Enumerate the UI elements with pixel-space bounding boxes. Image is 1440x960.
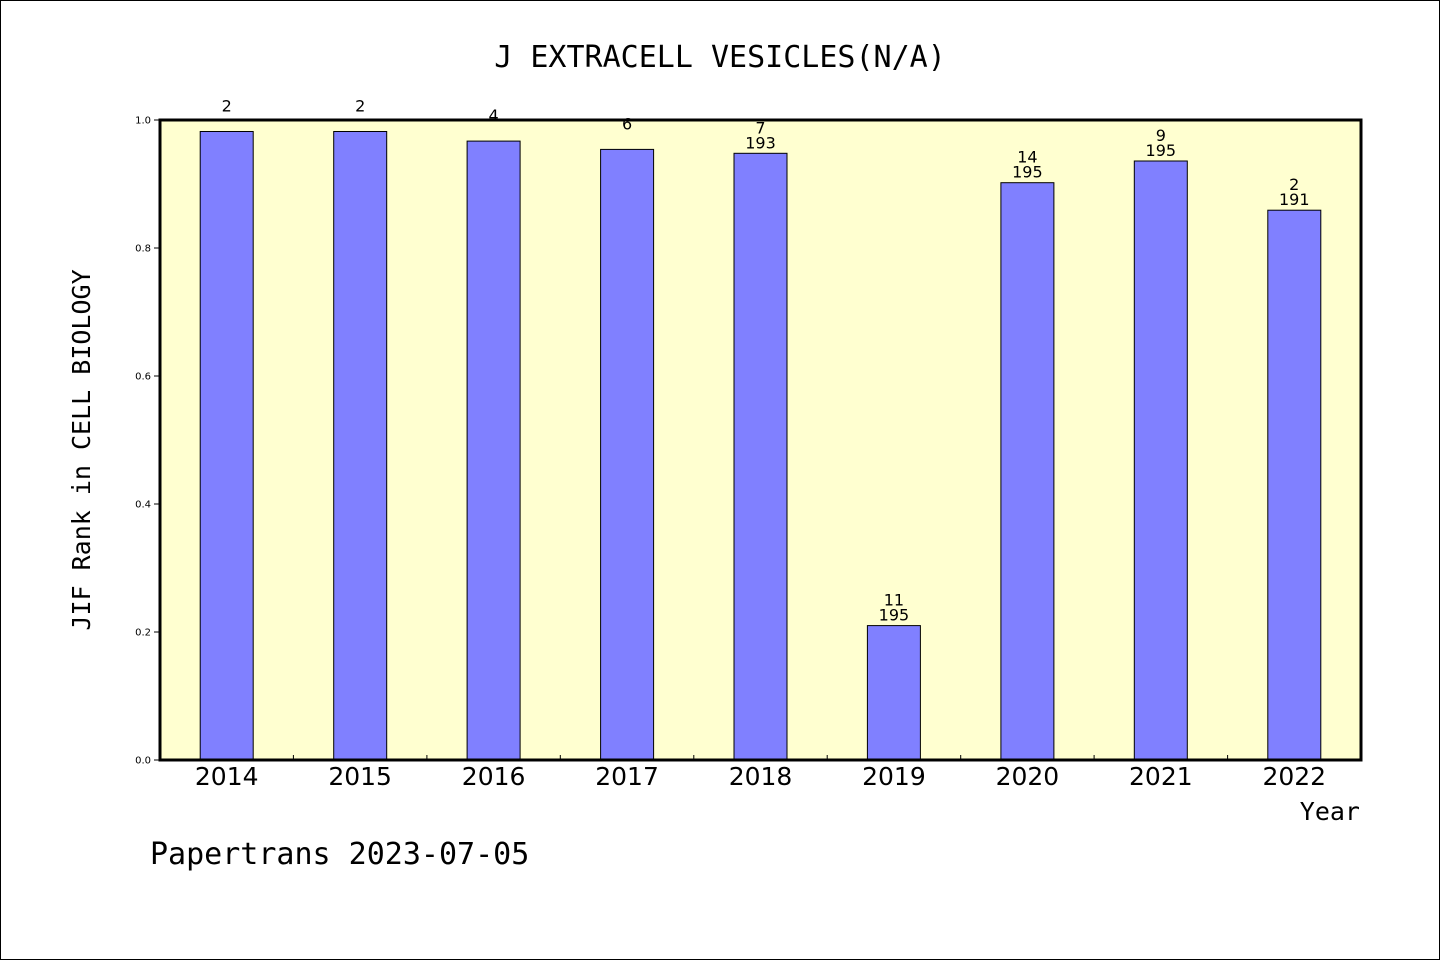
y-tick-label: 0.0 — [135, 756, 151, 767]
x-axis-label: Year — [1300, 797, 1360, 826]
bars-group — [199, 131, 1322, 761]
x-tick-label: 2014 — [195, 762, 259, 791]
x-tick-label: 2021 — [1129, 762, 1193, 791]
x-tick-label: 2016 — [462, 762, 526, 791]
y-tick-label: 0.8 — [135, 244, 151, 255]
bar-total-label: 191 — [1279, 190, 1310, 209]
bar-rank-label: 4 — [489, 106, 499, 125]
bar-rank-label: 9 — [1156, 126, 1166, 145]
y-axis-label: JIF Rank in CELL BIOLOGY — [67, 269, 96, 630]
bar-total-label: 195 — [1012, 163, 1043, 182]
x-tick-label: 2015 — [328, 762, 392, 791]
footer-credit: Papertrans 2023-07-05 — [150, 837, 529, 872]
bar-2018 — [733, 152, 788, 761]
bar-2022 — [1267, 209, 1322, 761]
chart-title: J EXTRACELL VESICLES(N/A) — [494, 40, 946, 75]
bar-total-label: 195 — [1146, 141, 1177, 160]
y-tick-label: 0.4 — [135, 500, 151, 511]
bar-2017 — [600, 148, 655, 761]
bar-total-label: 195 — [879, 606, 910, 625]
bar-2014 — [199, 131, 254, 761]
x-tick-label: 2018 — [729, 762, 793, 791]
bar-rank-label: 2 — [355, 97, 365, 116]
bar-2019 — [866, 625, 921, 761]
x-tick-label: 2019 — [862, 762, 926, 791]
bar-rank-label: 11 — [884, 591, 904, 610]
bar-2016 — [466, 140, 521, 761]
x-axis: 2014 2015 2016 2017 2018 2019 2020 2021 2022 — [195, 755, 1326, 791]
bar-rank-label: 2 — [222, 97, 232, 116]
bar-rank-label: 2 — [1289, 175, 1299, 194]
bar-2021 — [1133, 160, 1188, 761]
plot-border — [158, 118, 1363, 762]
y-axis: 0.0 0.2 0.4 0.6 0.8 1.0 — [135, 116, 160, 767]
x-tick-label: 2020 — [996, 762, 1060, 791]
bar-2020 — [1000, 182, 1055, 761]
x-tick-label: 2017 — [595, 762, 659, 791]
x-tick-label: 2022 — [1262, 762, 1326, 791]
y-tick-label: 1.0 — [135, 116, 151, 127]
bar-rank-label: 6 — [622, 114, 632, 133]
y-tick-label: 0.6 — [135, 372, 151, 383]
bar-rank-label: 14 — [1017, 148, 1037, 167]
bar-rank-label: 7 — [755, 118, 765, 137]
y-tick-label: 0.2 — [135, 628, 151, 639]
bar-total-label: 193 — [745, 133, 776, 152]
bar-2015 — [333, 131, 388, 761]
